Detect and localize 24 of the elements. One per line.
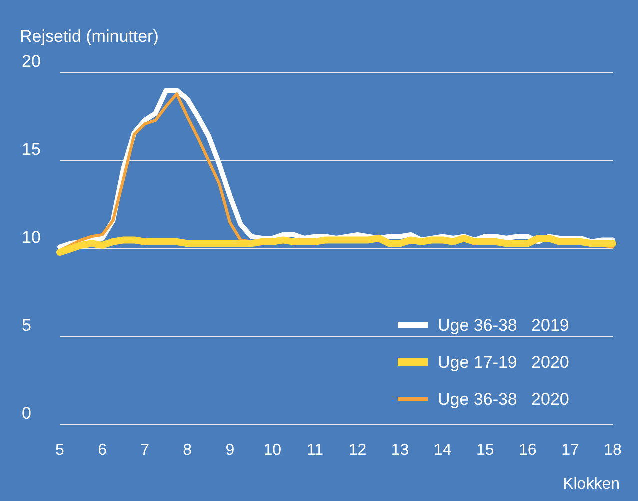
x-tick-label: 11	[306, 442, 324, 459]
legend-label: Uge 17-19 2020	[438, 353, 570, 372]
y-tick-label: 20	[22, 52, 41, 71]
y-axis-title: Rejsetid (minutter)	[20, 27, 159, 46]
x-tick-label: 16	[519, 442, 537, 459]
x-tick-label: 14	[434, 442, 452, 459]
x-axis-title: Klokken	[563, 476, 620, 493]
y-tick-label: 15	[22, 140, 41, 159]
x-tick-label: 13	[391, 442, 410, 459]
x-tick-label: 17	[562, 442, 580, 459]
x-tick-label: 5	[56, 442, 65, 459]
x-tick-label: 15	[476, 442, 494, 459]
x-tick-label: 6	[98, 442, 108, 459]
x-tick-label: 9	[226, 442, 235, 459]
y-tick-label: 0	[22, 404, 32, 423]
y-tick-label: 5	[22, 316, 32, 335]
x-tick-label: 12	[348, 442, 367, 459]
x-tick-label: 10	[264, 442, 282, 459]
x-tick-label: 8	[183, 442, 192, 459]
legend-label: Uge 36-38 2019	[438, 316, 570, 335]
x-tick-label: 7	[140, 442, 150, 459]
y-tick-label: 10	[22, 228, 41, 247]
x-tick-label: 18	[604, 442, 622, 459]
legend-label: Uge 36-38 2020	[438, 390, 570, 409]
